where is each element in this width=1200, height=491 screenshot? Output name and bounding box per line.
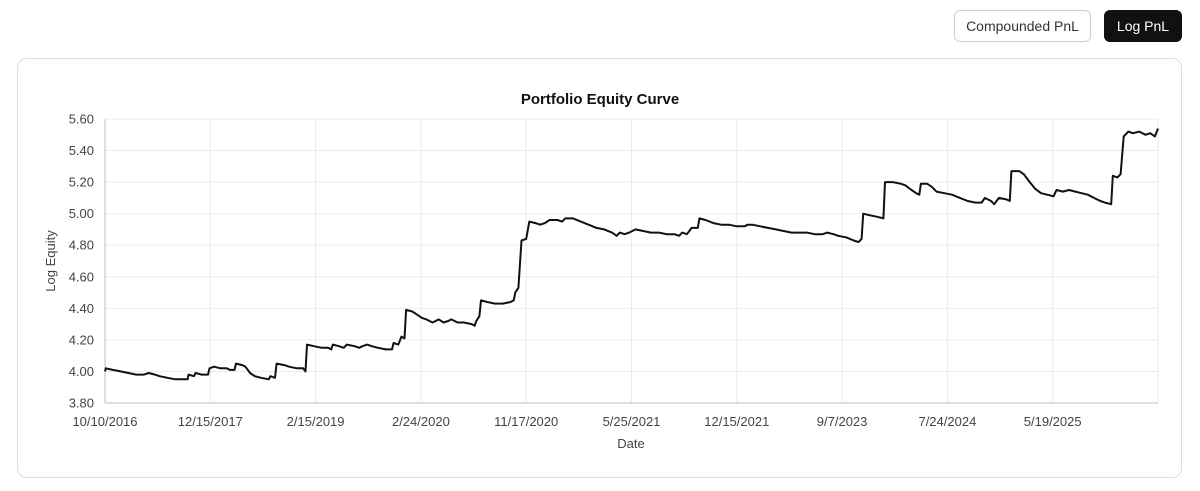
x-tick-label: 11/17/2020 <box>494 414 558 429</box>
x-tick-label: 12/15/2017 <box>178 414 243 429</box>
y-tick-label: 4.60 <box>69 269 94 284</box>
x-gridlines <box>104 119 1159 403</box>
x-tick-label: 2/24/2020 <box>392 414 450 429</box>
y-tick-label: 5.00 <box>69 206 94 221</box>
x-tick-label: 7/24/2024 <box>918 414 976 429</box>
y-tick-label: 4.20 <box>69 332 94 347</box>
log-pnl-button[interactable]: Log PnL <box>1104 10 1182 42</box>
chart-title: Portfolio Equity Curve <box>521 91 679 108</box>
equity-curve-line <box>104 128 1159 381</box>
x-tick-label: 5/25/2021 <box>603 414 661 429</box>
x-tick-labels: 10/10/2016 12/15/2017 2/15/2019 2/24/2020 11… <box>72 414 1081 429</box>
x-tick-label: 5/19/2025 <box>1024 414 1082 429</box>
y-tick-label: 5.20 <box>69 175 94 190</box>
x-tick-label: 9/7/2023 <box>817 414 868 429</box>
y-tick-label: 5.40 <box>69 143 94 158</box>
y-tick-label: 4.00 <box>69 364 94 379</box>
y-tick-labels: 3.80 4.00 4.20 4.40 4.60 4.80 5.00 5.20 5.40 5.60 <box>69 112 94 411</box>
x-tick-label: 10/10/2016 <box>72 414 137 429</box>
compounded-pnl-button[interactable]: Compounded PnL <box>954 10 1091 42</box>
x-tick-label: 12/15/2021 <box>704 414 769 429</box>
x-axis-label: Date <box>617 436 644 451</box>
y-tick-label: 4.40 <box>69 301 94 316</box>
y-tick-label: 3.80 <box>69 396 94 411</box>
y-axis-label: Log Equity <box>43 230 58 292</box>
chart-card <box>17 58 1182 478</box>
y-tick-label: 4.80 <box>69 238 94 253</box>
y-gridlines <box>105 118 1158 404</box>
y-tick-label: 5.60 <box>69 112 94 127</box>
x-tick-label: 2/15/2019 <box>287 414 345 429</box>
